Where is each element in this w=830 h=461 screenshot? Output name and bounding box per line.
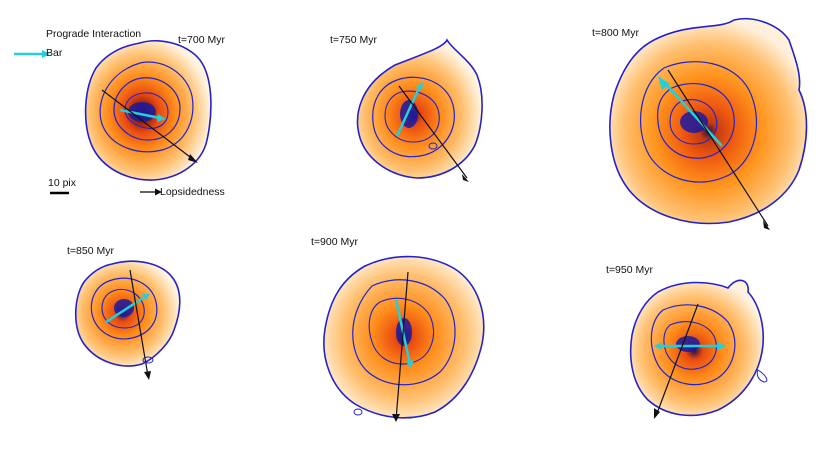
galaxy-panel-900 [310, 244, 500, 424]
bar-legend-label: Bar [46, 47, 63, 59]
galaxy-panel-700 [62, 28, 232, 188]
galaxy-image-900 [323, 255, 485, 422]
galaxy-image-850 [74, 260, 181, 380]
bar-legend-arrow [14, 50, 50, 58]
panel-time-850: t=850 Myr [67, 245, 114, 257]
galaxy-panel-800 [594, 10, 822, 232]
galaxy-panel-750 [335, 30, 505, 190]
panel-time-700: t=700 Myr [178, 34, 225, 46]
galaxy-panel-950 [618, 270, 784, 422]
galaxy-image-950 [629, 279, 768, 419]
panel-time-750: t=750 Myr [330, 34, 377, 46]
panel-time-950: t=950 Myr [606, 264, 653, 276]
galaxy-image-700 [84, 39, 212, 181]
lopsidedness-legend-arrow [140, 188, 162, 196]
panel-time-800: t=800 Myr [592, 27, 639, 39]
scale-label: 10 pix [48, 177, 77, 189]
lopsidedness-legend-label: Lopsidedness [160, 186, 225, 198]
galaxy-panel-850 [62, 252, 202, 382]
panel-time-900: t=900 Myr [311, 236, 358, 248]
scale-bar [50, 191, 69, 195]
galaxy-image-750 [356, 38, 483, 182]
legend-title: Prograde Interaction [46, 28, 142, 40]
galaxy-image-800 [609, 17, 808, 230]
